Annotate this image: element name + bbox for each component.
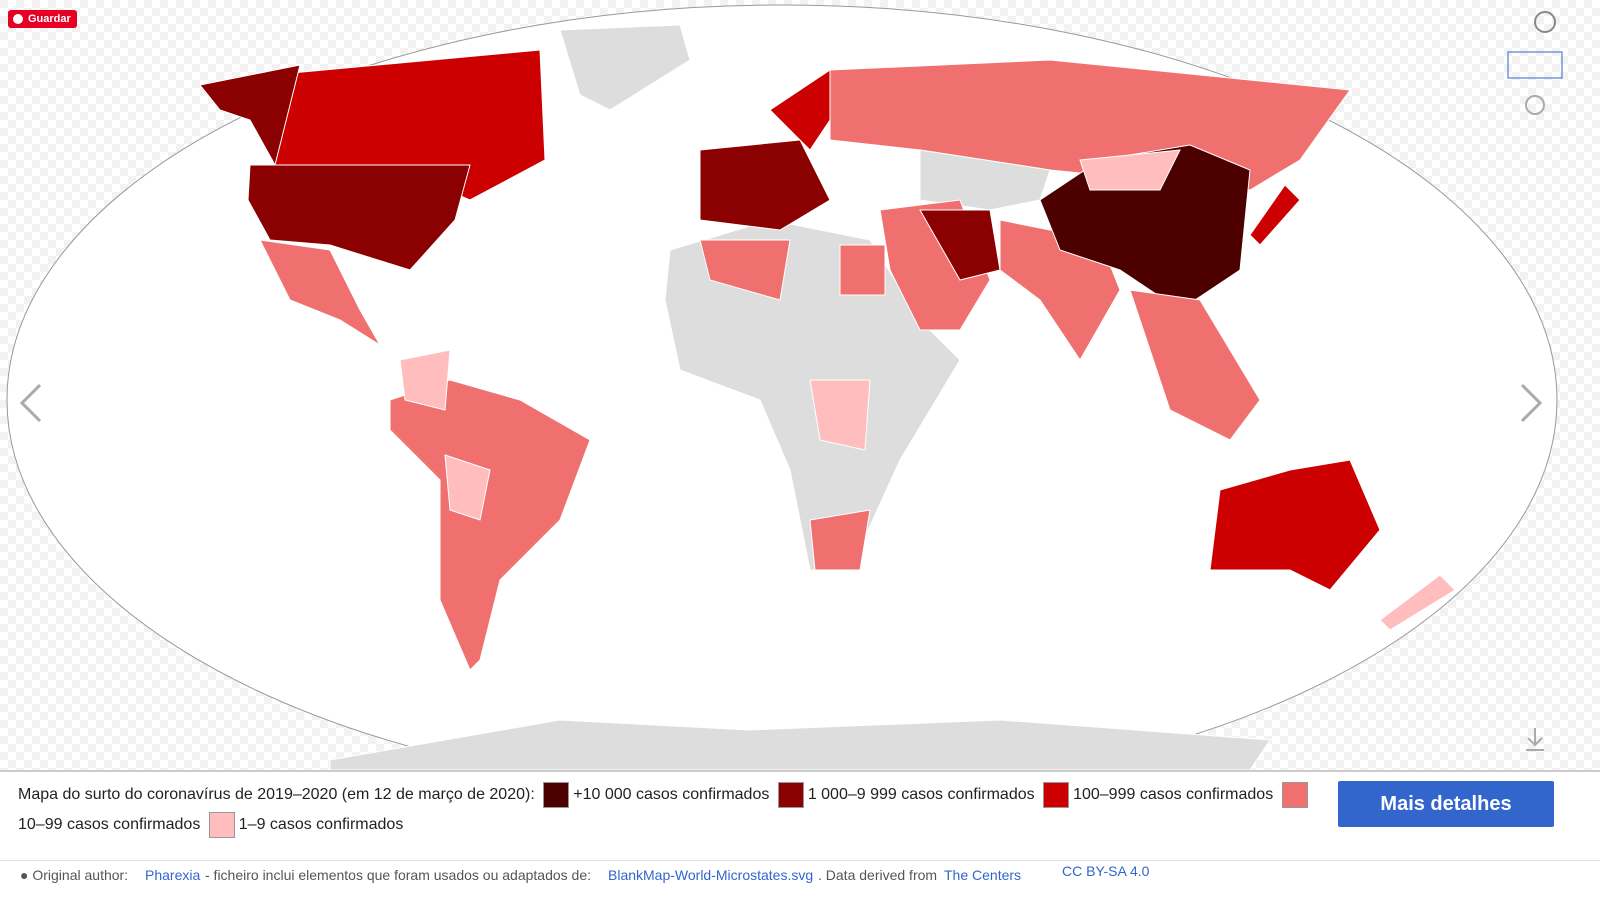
legend-label: 1 000–9 999 casos confirmados xyxy=(807,786,1035,803)
legend-swatch xyxy=(1043,781,1070,808)
legend-swatch xyxy=(208,811,235,838)
license-link[interactable]: CC BY-SA 4.0 xyxy=(1062,863,1150,879)
caption: Mapa do surto do coronavírus de 2019–202… xyxy=(18,780,1318,840)
save-button[interactable]: Guardar xyxy=(8,10,77,28)
attribution-prefix-text: Original author: xyxy=(32,867,129,883)
details-button[interactable]: Mais detalhes xyxy=(1338,781,1554,827)
legend-label: 100–999 casos confirmados xyxy=(1073,786,1274,803)
fullscreen-button[interactable] xyxy=(1507,51,1563,79)
attribution-derived: . Data derived from xyxy=(818,867,938,883)
legend-label: 1–9 casos confirmados xyxy=(238,816,404,833)
legend-swatch xyxy=(1281,781,1308,808)
download-button[interactable] xyxy=(1526,728,1544,751)
caption-text: Mapa do surto do coronavírus de 2019–202… xyxy=(18,786,535,803)
close-button[interactable] xyxy=(1534,11,1556,33)
caption-panel: Mapa do surto do coronavírus de 2019–202… xyxy=(0,770,1600,860)
legend-label: 10–99 casos confirmados xyxy=(18,816,201,833)
next-arrow[interactable] xyxy=(1520,383,1543,423)
legend-swatch xyxy=(543,781,570,808)
attribution-middle: - ficheiro inclui elementos que foram us… xyxy=(205,867,592,883)
source-link[interactable]: BlankMap-World-Microstates.svg xyxy=(608,867,814,883)
map-viewer xyxy=(0,0,1600,770)
author-link[interactable]: Pharexia xyxy=(145,867,201,883)
world-map xyxy=(199,24,1456,770)
centers-link[interactable]: The Centers xyxy=(944,867,1022,883)
attribution: ● Original author: Pharexia - ficheiro i… xyxy=(0,860,1600,902)
settings-button[interactable] xyxy=(1525,95,1545,115)
prev-arrow[interactable] xyxy=(19,383,42,423)
legend-label: +10 000 casos confirmados xyxy=(573,786,770,803)
legend-swatch xyxy=(777,781,804,808)
attribution-prefix: ● Original author: xyxy=(20,867,129,883)
